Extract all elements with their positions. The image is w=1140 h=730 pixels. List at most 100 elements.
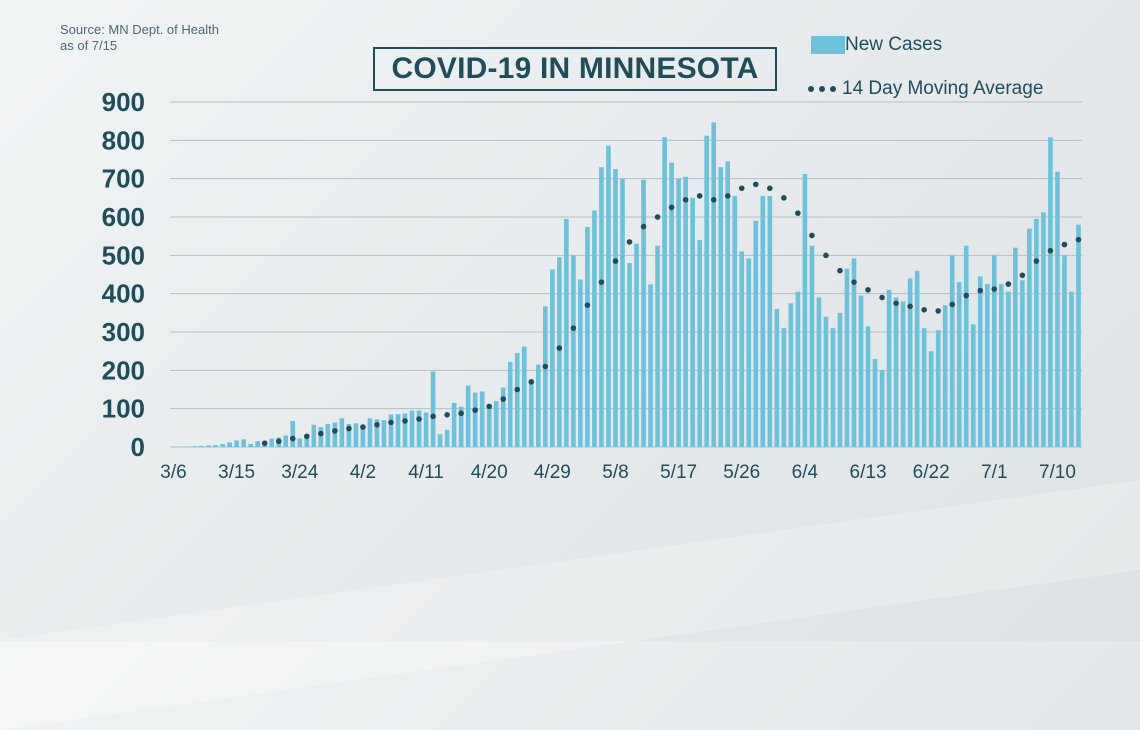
bar xyxy=(1062,255,1067,447)
bar xyxy=(830,328,836,447)
bar xyxy=(213,445,218,447)
bar xyxy=(318,427,324,447)
avg-point xyxy=(795,210,801,216)
bar xyxy=(1048,137,1053,447)
avg-point xyxy=(626,239,633,245)
legend-new-cases-label: New Cases xyxy=(845,34,943,55)
bar xyxy=(444,429,450,447)
avg-point xyxy=(584,302,591,308)
bar xyxy=(500,387,506,447)
bar xyxy=(844,268,850,447)
avg-point xyxy=(360,424,366,430)
bar xyxy=(599,167,604,447)
y-tick-label: 800 xyxy=(102,125,145,155)
x-tick-label: 6/22 xyxy=(913,462,950,483)
bar xyxy=(732,195,738,447)
bar xyxy=(893,297,899,447)
x-tick-label: 5/8 xyxy=(602,462,628,483)
avg-point xyxy=(416,416,422,422)
avg-point xyxy=(752,181,759,188)
bar xyxy=(206,445,211,447)
legend-new-cases: New Cases xyxy=(811,34,942,56)
avg-point xyxy=(710,196,717,203)
avg-point xyxy=(472,407,478,414)
bar xyxy=(837,312,843,447)
bar xyxy=(627,263,632,447)
avg-point xyxy=(388,419,394,426)
bar xyxy=(739,251,745,447)
bar xyxy=(725,161,731,447)
avg-point xyxy=(374,421,380,428)
x-tick-label: 6/4 xyxy=(792,462,819,483)
bar xyxy=(704,135,709,447)
y-tick-label: 0 xyxy=(131,432,145,462)
y-tick-label: 600 xyxy=(102,202,145,232)
bar xyxy=(914,270,920,447)
bars-series xyxy=(171,122,1081,448)
bar xyxy=(865,326,871,447)
bar xyxy=(816,297,822,447)
bar xyxy=(907,278,913,447)
avg-point xyxy=(304,433,310,440)
legend-moving-average-label: 14 Day Moving Average xyxy=(842,78,1044,99)
bar xyxy=(535,364,541,447)
avg-point xyxy=(275,438,282,445)
bar xyxy=(304,435,310,447)
avg-point xyxy=(261,440,268,446)
bar xyxy=(564,218,569,447)
avg-point xyxy=(668,204,675,211)
bar xyxy=(220,443,225,447)
bar xyxy=(1027,228,1032,447)
legend-moving-average: 14 Day Moving Average xyxy=(808,78,1043,100)
avg-point xyxy=(1047,247,1054,254)
bar xyxy=(1076,224,1081,447)
x-tick-label: 6/13 xyxy=(850,462,887,483)
avg-point xyxy=(430,413,436,420)
avg-point xyxy=(1019,272,1026,279)
avg-point xyxy=(696,193,703,199)
bar xyxy=(1006,291,1011,447)
bar xyxy=(676,178,681,447)
bar xyxy=(991,255,997,447)
avg-point xyxy=(921,306,927,313)
bar xyxy=(1034,218,1039,447)
bar xyxy=(178,446,183,448)
bar xyxy=(374,419,380,447)
bar xyxy=(592,210,597,447)
bar xyxy=(255,441,261,447)
bar xyxy=(437,434,443,447)
bar xyxy=(1020,280,1025,447)
x-tick-label: 4/20 xyxy=(471,462,508,483)
bar xyxy=(578,279,583,447)
bar xyxy=(451,402,457,447)
bar xyxy=(269,438,275,447)
bar xyxy=(571,255,576,447)
bar xyxy=(367,418,373,447)
bar xyxy=(963,245,969,447)
avg-point xyxy=(500,396,507,402)
avg-point xyxy=(781,195,787,201)
x-tick-label: 4/2 xyxy=(350,462,376,483)
y-tick-label: 500 xyxy=(102,240,145,270)
avg-point xyxy=(402,418,408,424)
y-axis-ticks: 0 100 200 300 400 500 600 700 800 900 xyxy=(102,87,145,462)
avg-point xyxy=(851,279,857,285)
bar xyxy=(388,414,394,447)
bar xyxy=(718,167,724,447)
bar xyxy=(1069,291,1074,447)
bar xyxy=(458,406,464,447)
avg-point xyxy=(318,430,324,437)
bar xyxy=(711,122,717,448)
avg-point xyxy=(879,294,885,301)
avg-point xyxy=(1033,258,1040,264)
bar xyxy=(585,226,590,447)
bar xyxy=(802,174,808,448)
bar xyxy=(1013,247,1018,447)
bar xyxy=(620,178,625,447)
bar xyxy=(416,410,422,447)
y-tick-label: 200 xyxy=(102,355,145,385)
bar xyxy=(788,303,794,447)
x-tick-label: 3/6 xyxy=(160,462,186,483)
bar xyxy=(634,243,639,447)
bar xyxy=(199,445,204,447)
